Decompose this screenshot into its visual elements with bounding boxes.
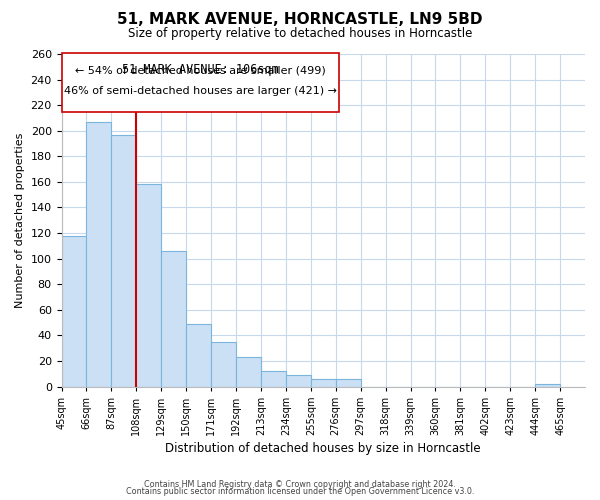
Text: Size of property relative to detached houses in Horncastle: Size of property relative to detached ho…: [128, 28, 472, 40]
Bar: [236, 357, 261, 386]
Bar: [261, 371, 286, 386]
Bar: [62, 236, 86, 386]
Text: 46% of semi-detached houses are larger (421) →: 46% of semi-detached houses are larger (…: [64, 86, 337, 96]
Bar: [86, 122, 112, 386]
Y-axis label: Number of detached properties: Number of detached properties: [15, 132, 25, 308]
Text: ← 54% of detached houses are smaller (499): ← 54% of detached houses are smaller (49…: [75, 66, 326, 76]
Bar: [286, 375, 311, 386]
Bar: [186, 324, 211, 386]
Bar: [161, 251, 186, 386]
Bar: [112, 134, 136, 386]
Text: Contains HM Land Registry data © Crown copyright and database right 2024.: Contains HM Land Registry data © Crown c…: [144, 480, 456, 489]
Bar: [336, 379, 361, 386]
Text: Contains public sector information licensed under the Open Government Licence v3: Contains public sector information licen…: [126, 488, 474, 496]
Text: 51, MARK AVENUE, HORNCASTLE, LN9 5BD: 51, MARK AVENUE, HORNCASTLE, LN9 5BD: [117, 12, 483, 28]
Text: 51 MARK AVENUE: 106sqm: 51 MARK AVENUE: 106sqm: [122, 63, 279, 76]
Bar: [535, 384, 560, 386]
X-axis label: Distribution of detached houses by size in Horncastle: Distribution of detached houses by size …: [166, 442, 481, 455]
Bar: [211, 342, 236, 386]
FancyBboxPatch shape: [62, 52, 339, 112]
Bar: [311, 379, 336, 386]
Bar: [136, 184, 161, 386]
